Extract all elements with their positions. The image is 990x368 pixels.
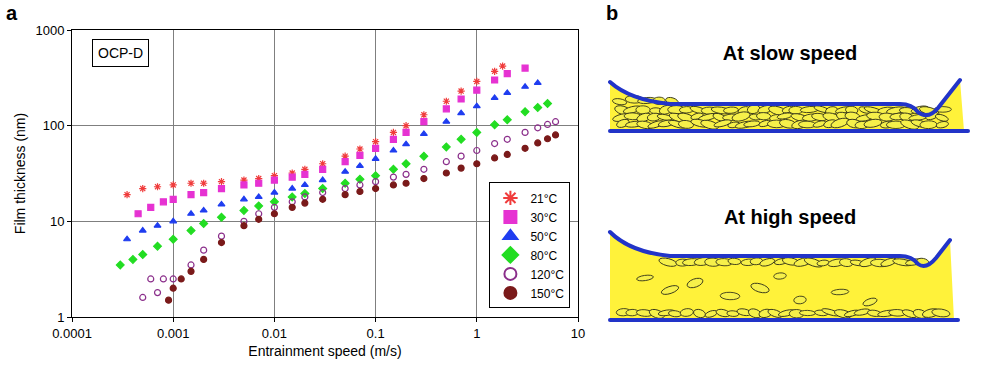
svg-text:0.001: 0.001: [157, 326, 190, 341]
svg-text:150°C: 150°C: [530, 287, 564, 301]
svg-text:80°C: 80°C: [530, 249, 557, 263]
svg-text:0.1: 0.1: [367, 326, 385, 341]
svg-text:At high speed: At high speed: [724, 206, 856, 228]
svg-text:1000: 1000: [35, 23, 64, 38]
svg-text:Entrainment speed (m/s): Entrainment speed (m/s): [248, 343, 401, 359]
svg-text:Film thickness (nm): Film thickness (nm): [12, 113, 28, 234]
svg-text:30°C: 30°C: [530, 211, 557, 225]
svg-text:At slow speed: At slow speed: [723, 42, 857, 64]
svg-text:50°C: 50°C: [530, 230, 557, 244]
svg-text:1: 1: [473, 326, 480, 341]
svg-text:100: 100: [43, 118, 65, 133]
svg-text:21°C: 21°C: [530, 192, 557, 206]
svg-text:1: 1: [57, 310, 64, 325]
svg-text:OCP-D: OCP-D: [98, 45, 143, 61]
html-text:b: b: [606, 2, 619, 24]
svg-text:0.0001: 0.0001: [52, 326, 92, 341]
svg-text:10: 10: [571, 326, 585, 341]
html-text:a: a: [6, 2, 18, 24]
svg-text:120°C: 120°C: [530, 268, 564, 282]
svg-text:0.01: 0.01: [262, 326, 287, 341]
svg-text:10: 10: [50, 214, 64, 229]
